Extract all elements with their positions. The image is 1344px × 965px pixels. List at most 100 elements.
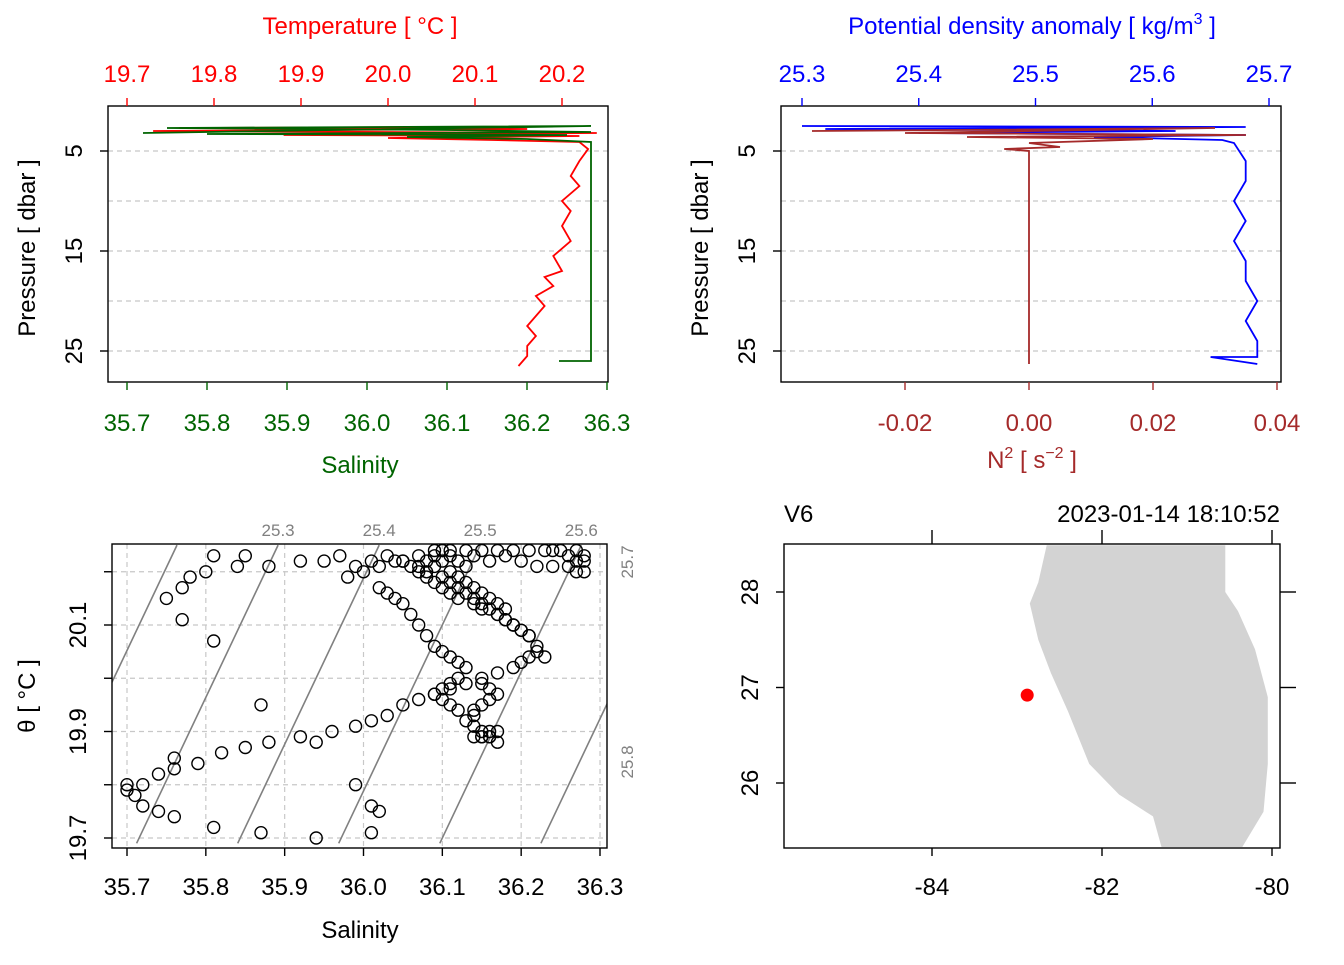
n2-tick-label: 0.00 xyxy=(1006,410,1053,437)
n2-axis-title: N2 [ s−2 ] xyxy=(987,445,1077,474)
n2-axis-title-tail: ] xyxy=(1064,447,1077,474)
longitude-tick-label: -80 xyxy=(1255,874,1290,901)
ts-data-point xyxy=(254,826,268,840)
salinity-tick-label: 36.1 xyxy=(424,410,471,437)
profile-density-plot-frame xyxy=(780,105,1282,383)
salinity-tick-label: 36.2 xyxy=(498,874,545,901)
salinity-tick-label: 35.9 xyxy=(261,874,308,901)
ts-data-point xyxy=(490,724,505,739)
pressure-tick-label: 25 xyxy=(734,338,761,365)
ts-data-point xyxy=(175,613,189,627)
ts-data-point xyxy=(498,549,513,563)
isopycnal-line xyxy=(439,544,583,844)
ts-data-point xyxy=(475,676,489,691)
n2-axis-title-main: N xyxy=(987,447,1004,474)
ts-data-point xyxy=(214,746,229,760)
ts-data-point xyxy=(475,671,489,685)
ts-data-point xyxy=(380,549,394,563)
ts-data-point xyxy=(230,559,245,574)
salinity-tick-label: 36.3 xyxy=(577,874,624,901)
theta-axis-title: θ [ °C ] xyxy=(14,659,41,733)
ts-data-point xyxy=(577,565,591,579)
ts-data-point xyxy=(538,650,552,664)
ts-data-point xyxy=(206,820,221,835)
pressure-tick-label: 15 xyxy=(61,238,88,265)
theta-tick-label: 20.1 xyxy=(65,602,92,649)
ts-data-point xyxy=(498,602,513,616)
ts-data-point xyxy=(317,554,331,568)
ts-data-point xyxy=(191,756,205,771)
ts-data-point xyxy=(325,724,339,739)
ts-data-point xyxy=(482,554,497,568)
salinity-tick-label: 36.1 xyxy=(419,874,466,901)
ts-data-point xyxy=(380,708,394,723)
ts-data-point xyxy=(467,549,481,563)
ts-data-point xyxy=(522,629,536,643)
ts-data-point xyxy=(514,554,528,568)
ts-data-point xyxy=(183,570,197,584)
ts-data-point xyxy=(561,549,576,563)
n2-tick-label: -0.02 xyxy=(878,410,933,437)
ts-data-point xyxy=(412,618,426,632)
ts-data-point xyxy=(136,799,150,813)
map-panel: -84 -82 -80 26 27 28 V6 2023-01-14 18:10:52 xyxy=(737,501,1296,901)
ts-data-point xyxy=(238,549,253,563)
isopycnal-line xyxy=(540,702,607,844)
temperature-tick-label: 20.0 xyxy=(365,61,412,88)
pressure-axis-title-2: Pressure [ dbar ] xyxy=(687,159,714,336)
n2-axis-title-superscript: 2 xyxy=(1004,445,1013,462)
salinity-axis-title: Salinity xyxy=(321,452,398,479)
temperature-tick-label: 19.9 xyxy=(278,61,325,88)
isopycnal-label: 25.3 xyxy=(262,521,295,540)
pressure-tick-label: 25 xyxy=(61,338,88,365)
salinity-tick-label: 36.0 xyxy=(340,874,387,901)
salinity-tick-label: 35.8 xyxy=(184,410,231,437)
ts-data-point xyxy=(206,634,221,648)
isopycnal-label: 25.4 xyxy=(363,521,396,540)
ts-data-point xyxy=(167,762,182,776)
ts-diagram-plot-frame xyxy=(111,543,608,849)
ts-data-point xyxy=(577,554,591,568)
pressure-tick-label: 5 xyxy=(61,144,88,157)
land-mass xyxy=(1029,545,1268,847)
isopycnal-label: 25.8 xyxy=(618,745,637,778)
profile-density-panel: 25.3 25.4 25.5 25.6 25.7 -0.02 0.00 0.02 0.04 5 15… xyxy=(687,11,1300,474)
longitude-tick-label: -82 xyxy=(1085,874,1120,901)
ts-data-point xyxy=(404,607,418,622)
density-axis-title-superscript: 3 xyxy=(1194,11,1203,28)
density-axis-title-tail: ] xyxy=(1203,13,1216,40)
ts-data-point xyxy=(451,703,465,717)
n2-axis-title-superscript-2: −2 xyxy=(1045,445,1063,462)
ts-data-point xyxy=(467,730,481,744)
ts-salinity-axis-title: Salinity xyxy=(321,917,398,944)
theta-tick-label: 19.9 xyxy=(65,708,92,755)
salinity-profile-line xyxy=(142,125,592,362)
ts-data-point xyxy=(396,698,410,712)
density-axis-title-main: Potential density anomaly [ kg/m xyxy=(848,13,1194,40)
ts-data-point xyxy=(348,719,363,733)
ts-data-point xyxy=(159,591,174,606)
ts-data-point xyxy=(175,581,189,595)
ts-data-point xyxy=(238,740,253,755)
density-tick-label: 25.5 xyxy=(1012,61,1059,88)
ts-data-point xyxy=(364,826,379,840)
ts-data-point xyxy=(120,778,134,792)
ts-data-point xyxy=(364,554,379,568)
ts-data-point xyxy=(309,831,323,845)
ts-data-point xyxy=(151,804,166,819)
ts-data-point xyxy=(467,597,481,611)
n2-tick-label: 0.04 xyxy=(1254,410,1301,437)
isopycnal-line xyxy=(337,544,481,844)
pressure-tick-label: 15 xyxy=(734,238,761,265)
isopycnal-line xyxy=(236,544,380,844)
ts-data-point xyxy=(262,735,276,749)
density-tick-label: 25.3 xyxy=(779,61,826,88)
ts-diagram-panel: 25.3 25.4 25.5 25.6 25.7 25.8 35.7 35.8 35.9 36.0… xyxy=(14,521,637,944)
station-marker xyxy=(1020,688,1034,702)
map-plot-frame xyxy=(783,543,1281,849)
ts-data-point xyxy=(396,554,410,568)
salinity-tick-label: 35.8 xyxy=(182,874,229,901)
pressure-axis-title: Pressure [ dbar ] xyxy=(14,159,41,336)
